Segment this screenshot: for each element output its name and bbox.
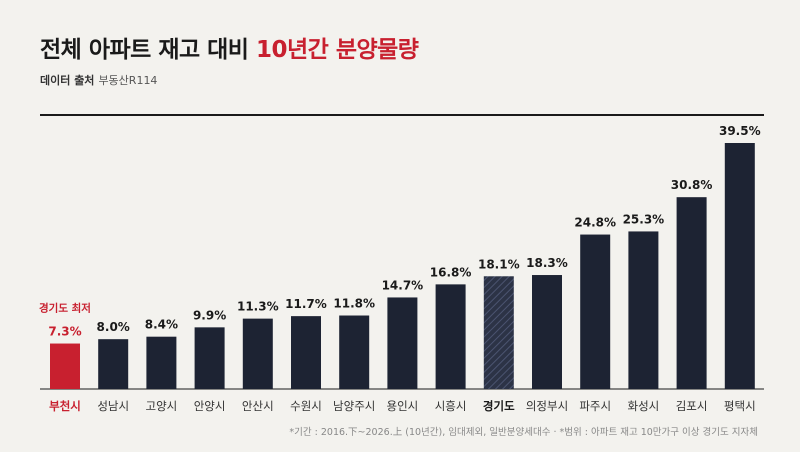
value-label-의정부시: 18.3% <box>526 256 568 270</box>
bar-경기도 <box>483 276 514 389</box>
category-label-안양시: 안양시 <box>194 399 226 413</box>
value-label-고양시: 8.4% <box>145 318 178 332</box>
value-label-용인시: 14.7% <box>382 278 424 292</box>
category-label-파주시: 파주시 <box>579 399 611 413</box>
category-label-화성시: 화성시 <box>628 399 660 413</box>
chart-title: 전체 아파트 재고 대비 10년간 분양물량 <box>40 30 419 64</box>
bar-고양시 <box>146 336 177 389</box>
category-label-평택시: 평택시 <box>724 399 756 413</box>
category-label-부천시: 부천시 <box>49 399 81 413</box>
bar-화성시 <box>628 231 659 389</box>
value-label-평택시: 39.5% <box>719 124 761 138</box>
category-label-용인시: 용인시 <box>387 399 419 413</box>
value-label-화성시: 25.3% <box>623 212 665 226</box>
value-label-시흥시: 16.8% <box>430 265 472 279</box>
bar-성남시 <box>98 339 129 389</box>
category-label-남양주시: 남양주시 <box>333 399 375 413</box>
bar-파주시 <box>580 234 611 389</box>
value-label-김포시: 30.8% <box>671 178 713 192</box>
bar-부천시 <box>50 343 80 389</box>
source-label: 데이터 출처 <box>40 74 95 87</box>
bar-수원시 <box>291 316 321 389</box>
bar-시흥시 <box>435 284 466 389</box>
footnote: *기간 : 2016.下~2026.上 (10년간), 임대제외, 일반분양세대… <box>289 427 758 438</box>
category-label-경기도: 경기도 <box>483 399 515 413</box>
title-highlight: 10년간 분양물량 <box>255 37 419 63</box>
bar-안양시 <box>194 327 225 389</box>
category-label-김포시: 김포시 <box>676 399 708 413</box>
value-label-남양주시: 11.8% <box>333 297 375 311</box>
bar-안산시 <box>242 318 273 389</box>
value-label-성남시: 8.0% <box>97 320 130 334</box>
bar-평택시 <box>724 143 755 389</box>
header-divider <box>40 114 764 116</box>
category-label-안산시: 안산시 <box>242 399 274 413</box>
bar-용인시 <box>387 297 418 389</box>
category-label-수원시: 수원시 <box>290 399 322 413</box>
highlight-annotation: 경기도 최저 <box>39 302 91 315</box>
bar-김포시 <box>676 197 707 389</box>
value-label-파주시: 24.8% <box>574 216 616 230</box>
category-label-성남시: 성남시 <box>97 399 129 413</box>
source-line: 데이터 출처 부동산R114 <box>40 72 157 88</box>
value-label-부천시: 7.3% <box>48 325 81 339</box>
category-label-시흥시: 시흥시 <box>435 399 467 413</box>
source-value: 부동산R114 <box>98 74 158 87</box>
value-label-안산시: 11.3% <box>237 300 279 314</box>
value-label-수원시: 11.7% <box>285 297 327 311</box>
category-label-의정부시: 의정부시 <box>526 399 568 413</box>
value-label-안양시: 9.9% <box>193 308 226 322</box>
bar-남양주시 <box>339 315 370 389</box>
category-label-고양시: 고양시 <box>146 399 178 413</box>
value-label-경기도: 18.1% <box>478 257 520 271</box>
title-main: 전체 아파트 재고 대비 <box>40 37 249 63</box>
bar-의정부시 <box>532 275 562 389</box>
